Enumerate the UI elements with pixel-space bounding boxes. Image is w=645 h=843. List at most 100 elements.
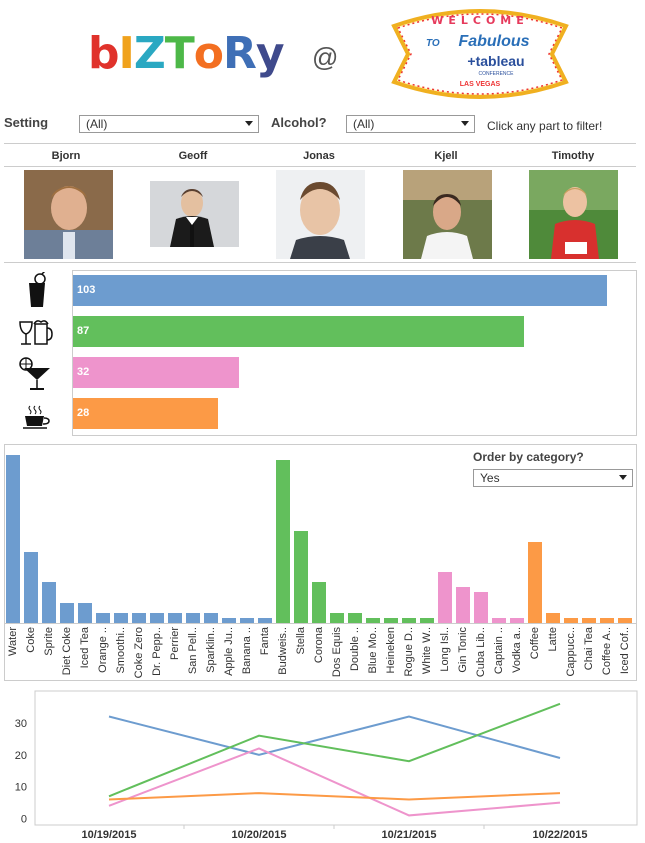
drink-bar[interactable] (6, 455, 20, 623)
photo-timothy[interactable] (529, 170, 618, 259)
drink-bar[interactable] (24, 551, 38, 623)
setting-value: (All) (86, 117, 108, 131)
drink-label: Chai Tea (583, 627, 595, 671)
alcohol-value: (All) (353, 117, 375, 131)
drink-label: Stella (295, 627, 307, 655)
svg-text:WELCOME: WELCOME (431, 14, 529, 27)
drink-bar[interactable] (42, 582, 56, 623)
drink-bar[interactable] (456, 587, 470, 623)
drink-bar[interactable] (96, 612, 110, 623)
drink-bar[interactable] (150, 612, 164, 623)
coffee-cup-icon[interactable] (22, 404, 50, 430)
drink-bar[interactable] (222, 617, 236, 623)
divider (4, 262, 636, 263)
svg-text:LAS VEGAS: LAS VEGAS (460, 81, 501, 88)
drink-bar[interactable] (114, 612, 128, 623)
category-bar-value: 103 (77, 284, 96, 296)
line-chart-frame (34, 690, 638, 826)
drink-bar[interactable] (582, 617, 596, 623)
category-bar[interactable]: 87 (73, 316, 525, 347)
logo-letter: R (223, 28, 257, 79)
photo-kjell[interactable] (403, 170, 492, 259)
drink-label: Vodka a.. (511, 627, 523, 673)
order-dropdown[interactable]: Yes (473, 469, 633, 487)
person-name-timothy[interactable]: Timothy (551, 150, 595, 162)
drink-bar[interactable] (384, 617, 398, 623)
drink-bar[interactable] (438, 572, 452, 623)
drink-label: Banana .. (241, 627, 253, 675)
person-name-bjorn[interactable]: Bjorn (51, 150, 81, 162)
drink-label: Latte (547, 627, 559, 652)
drink-label: Diet Coke (61, 627, 73, 676)
drink-bar[interactable] (132, 612, 146, 623)
drink-bar[interactable] (492, 617, 506, 623)
person-name-kjell[interactable]: Kjell (434, 150, 458, 162)
order-label: Order by category? (473, 450, 584, 464)
drink-label: Heineken (385, 627, 397, 674)
drink-bar[interactable] (168, 612, 182, 623)
daily-line-chart: 0 10 20 30 10/19/2015 10/20/2015 10/21/2015 10/… (15, 690, 638, 841)
drink-bar[interactable] (546, 612, 560, 623)
drink-bar[interactable] (330, 612, 344, 623)
y-tick-label: 20 (15, 750, 27, 762)
drink-bar[interactable] (348, 612, 362, 623)
drink-label: Iced Tea (79, 627, 91, 669)
filter-hint: Click any part to filter! (487, 119, 603, 133)
drink-bar[interactable] (618, 617, 632, 623)
drink-bar[interactable] (600, 617, 614, 623)
drink-label: Cappucc.. (565, 627, 577, 677)
cocktail-icon[interactable] (18, 356, 52, 392)
chevron-down-icon (245, 121, 253, 126)
category-bar-panel (72, 270, 637, 436)
drink-bar[interactable] (60, 602, 74, 623)
drink-label: Rogue D.. (403, 627, 415, 677)
person-name-geoff[interactable]: Geoff (178, 150, 208, 162)
svg-text:CONFERENCE: CONFERENCE (478, 71, 514, 77)
divider (4, 166, 636, 167)
photo-jonas[interactable] (276, 170, 365, 259)
drink-bar[interactable] (186, 612, 200, 623)
drink-bar[interactable] (204, 612, 218, 623)
drink-bar[interactable] (240, 617, 254, 623)
drink-label: Gin Tonic (457, 627, 469, 673)
beer-wine-icon[interactable] (18, 318, 54, 348)
drink-label: Orange .. (97, 627, 109, 673)
drink-bar[interactable] (474, 592, 488, 623)
logo-letter: Z (133, 28, 166, 79)
drink-bar[interactable] (276, 460, 290, 623)
category-bar[interactable]: 28 (73, 398, 219, 429)
drink-bar[interactable] (528, 541, 542, 623)
svg-text:Fabulous: Fabulous (458, 33, 529, 50)
y-tick-label: 30 (15, 718, 27, 730)
photo-geoff[interactable] (150, 181, 239, 247)
drink-bar[interactable] (294, 531, 308, 623)
drink-label: Fanta (259, 627, 271, 656)
setting-label: Setting (4, 115, 49, 130)
category-bar[interactable]: 32 (73, 357, 239, 388)
soft-drink-icon[interactable] (22, 272, 52, 308)
x-tick-label: 10/21/2015 (381, 829, 436, 841)
drink-bar[interactable] (510, 617, 524, 623)
series-line (108, 702, 561, 798)
category-bar[interactable]: 103 (73, 275, 607, 306)
drink-bar[interactable] (564, 617, 578, 623)
drink-bar[interactable] (78, 602, 92, 623)
drink-label: Dos Equis (331, 627, 343, 678)
person-name-jonas[interactable]: Jonas (303, 150, 335, 162)
drink-bar[interactable] (366, 617, 380, 623)
drink-bar[interactable] (402, 617, 416, 623)
alcohol-label: Alcohol? (271, 115, 327, 130)
alcohol-dropdown[interactable]: (All) (346, 115, 475, 133)
drink-label: Iced Cof.. (619, 627, 631, 675)
drink-bar[interactable] (420, 617, 434, 623)
x-tick-label: 10/19/2015 (81, 829, 136, 841)
drink-bar[interactable] (258, 617, 272, 623)
at-symbol: @ (312, 42, 339, 72)
category-bar-value: 87 (77, 325, 90, 337)
photo-bjorn[interactable] (24, 170, 113, 259)
drink-label: Double .. (349, 627, 361, 672)
drink-bar[interactable] (312, 582, 326, 623)
setting-dropdown[interactable]: (All) (79, 115, 259, 133)
y-tick-label: 0 (21, 814, 27, 826)
drink-label: Sprite (43, 627, 55, 656)
